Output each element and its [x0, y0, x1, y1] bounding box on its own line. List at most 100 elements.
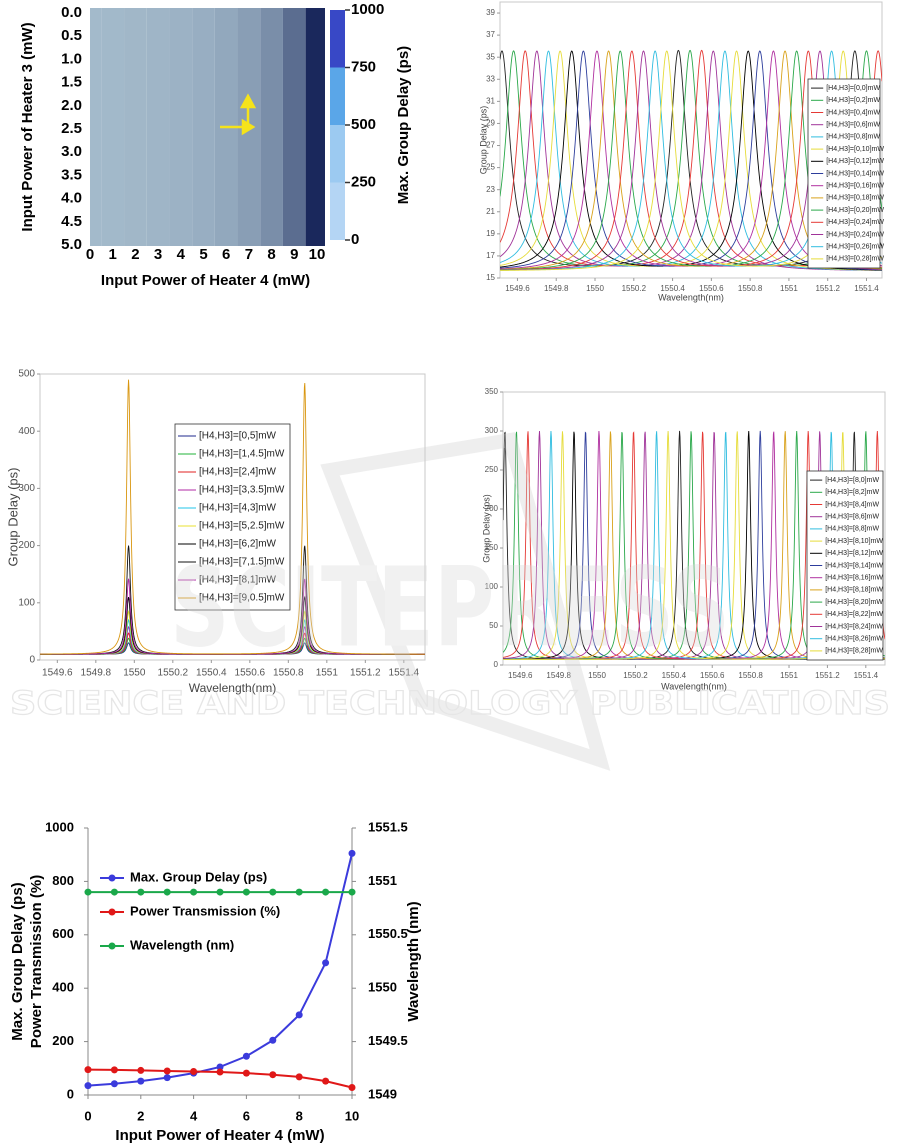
legend-label: [H4,H3]=[7,1.5]mW [199, 557, 285, 568]
watermark-logo [320, 432, 611, 771]
legend-label: [H4,H3]=[0,0]mW [826, 85, 880, 92]
y-tick-label: 19 [486, 229, 495, 238]
y-tick-label: 35 [486, 52, 495, 61]
colorbar-tick-label: 1000 [351, 1, 384, 18]
legend-label: [H4,H3]=[8,10]mW [825, 538, 883, 545]
y-tick-label: 29 [486, 119, 495, 128]
y-tick-label: 150 [485, 543, 499, 552]
y-tick-label: 200 [18, 540, 35, 551]
x-tick-label: 5 [199, 246, 207, 263]
x-axis-label: Wavelength(nm) [661, 681, 727, 691]
x-tick-label: 1550.6 [699, 284, 724, 293]
x-tick-label: 1551.4 [854, 284, 879, 293]
legend-label: [H4,H3]=[8,8]mW [825, 526, 879, 533]
series-point [110, 1066, 118, 1074]
legend-label: [H4,H3]=[8,16]mW [825, 575, 883, 582]
x-tick-label: 1551.4 [854, 671, 879, 680]
x-axis-label: Input Power of Heater 4 (mW) [115, 1127, 324, 1144]
x-tick-label: 2 [131, 246, 139, 263]
colorbar-segment [330, 125, 345, 183]
series-point [163, 1074, 171, 1082]
y-tick-label: 50 [489, 621, 498, 630]
legend-label: [H4,H3]=[0,24]mW [826, 219, 884, 226]
y-tick-label: 5.0 [61, 236, 82, 253]
series-point [348, 888, 356, 896]
x-tick-label: 1550.4 [662, 671, 687, 680]
y-tick-label: 300 [18, 483, 35, 494]
series-point [348, 849, 356, 857]
series-point [348, 1084, 356, 1092]
colorbar-segment [330, 67, 345, 125]
x-tick-label: 1551.4 [389, 668, 420, 679]
y-axis-label: Group Delay (ps) [5, 468, 20, 567]
heatmap-cell [192, 8, 215, 246]
x-tick-label: 1550.4 [196, 668, 227, 679]
legend: [H4,H3]=[0,5]mW [H4,H3]=[1,4.5]mW [H4,H3]=… [174, 423, 291, 611]
legend-label: [H4,H3]=[8,2]mW [825, 489, 879, 496]
y-tick-label: 350 [485, 387, 499, 396]
y-tick-label: 1.5 [61, 74, 82, 91]
series-point [322, 959, 330, 967]
series-point [137, 1077, 145, 1085]
heatmap-cell [124, 8, 147, 246]
legend-label: [H4,H3]=[0,12]mW [826, 158, 884, 165]
x-tick-label: 7 [245, 246, 253, 263]
x-tick-label: 1 [109, 246, 117, 263]
legend-label: [H4,H3]=[8,14]mW [825, 562, 883, 569]
colorbar-tick-label: 500 [351, 116, 376, 133]
y-tick-label: 23 [486, 185, 495, 194]
series-point [269, 1036, 277, 1044]
x-tick-label: 1549.8 [81, 668, 112, 679]
y2-tick-label: 1550.5 [368, 926, 408, 941]
watermark: SCITEPRESS SCIENCE AND TECHNOLOGY PUBLIC… [9, 432, 891, 771]
spectrum-curve [40, 379, 425, 655]
line-chart: 0 200 400 600 800 1000 1549 1549.5 1550 1550.5 155… [9, 819, 422, 1144]
y-tick-label: 300 [485, 426, 499, 435]
x-tick-label: 1550 [588, 671, 606, 680]
series-point [163, 1067, 171, 1075]
x-tick-label: 1551.2 [815, 671, 840, 680]
x-tick-label: 10 [345, 1108, 359, 1123]
series-point [190, 1068, 198, 1076]
x-tick-label: 1551 [316, 668, 339, 679]
series-point [110, 888, 118, 896]
y-tick-label: 200 [485, 504, 499, 513]
y-axis-label: Group Delay (ps) [478, 106, 488, 175]
legend-label: [H4,H3]=[0,14]mW [826, 170, 884, 177]
heatmap-cell [146, 8, 170, 246]
spectrum-curve [500, 50, 882, 271]
legend-label: [H4,H3]=[8,18]mW [825, 587, 883, 594]
series-point [242, 888, 250, 896]
x-tick-label: 1550.2 [158, 668, 189, 679]
legend-label: [H4,H3]=[8,26]mW [825, 636, 883, 643]
legend-swatch-dot [108, 874, 116, 882]
heatmap-cell [282, 8, 306, 246]
series-group [40, 379, 425, 655]
heatmap-cell [101, 8, 125, 246]
x-tick-label: 9 [290, 246, 298, 263]
y-axis-label: Max. Group Delay (ps) [9, 882, 26, 1040]
y-tick-label: 3.5 [61, 166, 82, 183]
x-tick-label: 1550.2 [623, 671, 648, 680]
y-tick-label: 37 [486, 30, 495, 39]
y-tick-label: 4.0 [61, 190, 82, 207]
heatmap-cell [260, 8, 283, 246]
y-tick-label: 15 [486, 273, 495, 282]
legend-label: [H4,H3]=[8,1]mW [199, 575, 277, 586]
y-tick-label: 400 [18, 426, 35, 437]
series-point [84, 1066, 92, 1074]
spectrum-chart: 0 50 100 150 200 250 300 350 1549.6 1549.8 1550 155… [481, 387, 886, 691]
spectrum-curve [500, 50, 882, 271]
legend-label: [H4,H3]=[8,24]mW [825, 623, 883, 630]
series-point [269, 888, 277, 896]
colorbar-tick-label: 250 [351, 173, 376, 190]
x-tick-label: 1549.6 [42, 668, 73, 679]
x-tick-label: 1550.8 [738, 671, 763, 680]
series-point [295, 888, 303, 896]
x-tick-label: 8 [267, 246, 275, 263]
series-point [163, 888, 171, 896]
legend-label: [H4,H3]=[0,18]mW [826, 195, 884, 202]
y-axis-label: Input Power of Heater 3 (mW) [19, 22, 36, 231]
watermark-tagline: SCIENCE AND TECHNOLOGY PUBLICATIONS [10, 684, 890, 722]
